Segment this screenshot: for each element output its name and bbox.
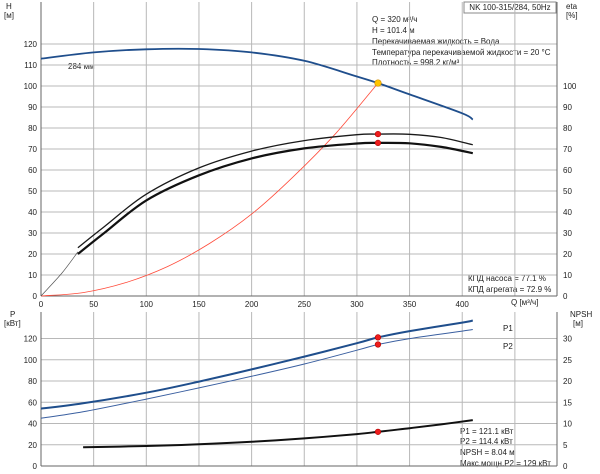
y-right-tick-label: 40 bbox=[563, 208, 572, 217]
y-left-tick-label: 80 bbox=[28, 377, 37, 386]
y-left-tick-label: 90 bbox=[28, 103, 37, 112]
x-tick-label: 100 bbox=[140, 300, 154, 309]
series-line-system bbox=[40, 82, 379, 297]
y-left-tick-label: 20 bbox=[28, 441, 37, 450]
y-left-tick-label: 120 bbox=[24, 40, 38, 49]
flow-axis-label: Q [м³/ч] bbox=[511, 298, 538, 307]
y-right-tick-label: 30 bbox=[563, 229, 572, 238]
info-line: Перекачиваемая жидкость = Вода bbox=[372, 37, 500, 46]
info-line: Плотность = 998.2 кг/м³ bbox=[372, 58, 460, 67]
y-left-tick-label: 0 bbox=[33, 462, 38, 471]
y-right-tick-label: 20 bbox=[563, 250, 572, 259]
x-tick-label: 350 bbox=[403, 300, 417, 309]
y-left-tick-label: 20 bbox=[28, 250, 37, 259]
y-left-tick-label: 40 bbox=[28, 208, 37, 217]
y-right-tick-label: 25 bbox=[563, 356, 572, 365]
info-line: H = 101.4 м bbox=[372, 26, 415, 35]
result-line: Макс.мощн.P2 = 129 кВт bbox=[460, 459, 551, 468]
y-right-tick-label: 20 bbox=[563, 377, 572, 386]
y-left-tick-label: 60 bbox=[28, 166, 37, 175]
head-axis-label: H bbox=[6, 2, 12, 11]
operating-point-marker-p2 bbox=[374, 341, 382, 348]
series-line-npsh bbox=[83, 419, 473, 449]
result-line: NPSH = 8.04 м bbox=[460, 448, 515, 457]
y-left-tick-label: 40 bbox=[28, 420, 37, 429]
y-right-tick-label: 90 bbox=[563, 103, 572, 112]
y-left-tick-label: 80 bbox=[28, 124, 37, 133]
info-line: Температура перекачиваемой жидкости = 20… bbox=[372, 48, 551, 57]
y-left-tick-label: 70 bbox=[28, 145, 37, 154]
series-line-p1 bbox=[40, 319, 474, 410]
top-panel-frame: NK 100-315/284, 50Hz H [м] eta [%] Q [м³… bbox=[4, 1, 578, 307]
operating-point-marker-p1 bbox=[374, 334, 382, 341]
head-axis-unit: [м] bbox=[4, 11, 14, 20]
x-tick-label: 150 bbox=[192, 300, 206, 309]
series-line-eta-thin bbox=[40, 251, 79, 297]
operating-point-marker-eta-unit bbox=[374, 139, 382, 147]
eta-axis-label: eta bbox=[566, 2, 578, 11]
y-right-tick-label: 100 bbox=[563, 82, 577, 91]
y-left-tick-label: 110 bbox=[24, 61, 37, 70]
npsh-axis-unit: [м] bbox=[573, 319, 583, 328]
y-right-tick-label: 10 bbox=[563, 420, 572, 429]
x-tick-label: 250 bbox=[298, 300, 312, 309]
x-tick-label: 200 bbox=[245, 300, 259, 309]
y-right-tick-label: 70 bbox=[563, 145, 572, 154]
x-tick-label: 0 bbox=[39, 300, 44, 309]
y-right-tick-label: 80 bbox=[563, 124, 572, 133]
y-left-tick-label: 30 bbox=[28, 229, 37, 238]
power-axis-label: P bbox=[10, 310, 15, 319]
curve-diameter-label: 284 мм bbox=[68, 62, 95, 71]
eta-axis-unit: [%] bbox=[566, 11, 578, 20]
y-right-tick-label: 0 bbox=[563, 292, 568, 301]
series-line-eta-pump bbox=[77, 133, 473, 249]
y-right-tick-label: 0 bbox=[563, 462, 568, 471]
operating-point-marker-npsh bbox=[374, 428, 382, 435]
series-line-eta-unit bbox=[77, 141, 474, 255]
p2-series-label: P2 bbox=[503, 342, 513, 351]
model-box bbox=[463, 1, 557, 14]
x-tick-label: 300 bbox=[350, 300, 364, 309]
model-title: NK 100-315/284, 50Hz bbox=[469, 3, 550, 12]
y-left-tick-label: 60 bbox=[28, 398, 37, 407]
y-right-tick-label: 15 bbox=[563, 398, 572, 407]
series-line-h bbox=[40, 47, 474, 121]
unit-efficiency-label: КПД агрегата = 72.9 % bbox=[468, 285, 551, 294]
y-right-tick-label: 5 bbox=[563, 441, 568, 450]
y-left-tick-label: 10 bbox=[28, 271, 37, 280]
power-axis-unit: [кВт] bbox=[4, 319, 21, 328]
y-left-tick-label: 50 bbox=[28, 187, 37, 196]
info-line: Q = 320 м³/ч bbox=[372, 15, 417, 24]
operating-point-marker-eta-pump bbox=[374, 130, 382, 138]
p1-series-label: P1 bbox=[503, 324, 513, 333]
series-line-p2 bbox=[40, 329, 473, 419]
y-left-tick-label: 100 bbox=[24, 356, 38, 365]
y-left-tick-label: 0 bbox=[33, 292, 38, 301]
bottom-panel-frame: P [кВт] NPSH [м] P1 P2 P1 = 121.1 кВт P2… bbox=[4, 310, 592, 468]
x-tick-label: 50 bbox=[89, 300, 98, 309]
x-tick-label: 400 bbox=[456, 300, 470, 309]
npsh-axis-label: NPSH bbox=[570, 310, 592, 319]
y-left-tick-label: 100 bbox=[24, 82, 38, 91]
pump-efficiency-label: КПД насоса = 77.1 % bbox=[468, 274, 546, 283]
result-line: P2 = 114.4 кВт bbox=[460, 437, 513, 446]
operating-point-marker-h bbox=[374, 79, 382, 87]
y-right-tick-label: 60 bbox=[563, 166, 572, 175]
y-right-tick-label: 50 bbox=[563, 187, 572, 196]
y-left-tick-label: 120 bbox=[24, 335, 38, 344]
result-line: P1 = 121.1 кВт bbox=[460, 427, 514, 436]
y-right-tick-label: 30 bbox=[563, 335, 572, 344]
y-right-tick-label: 10 bbox=[563, 271, 572, 280]
